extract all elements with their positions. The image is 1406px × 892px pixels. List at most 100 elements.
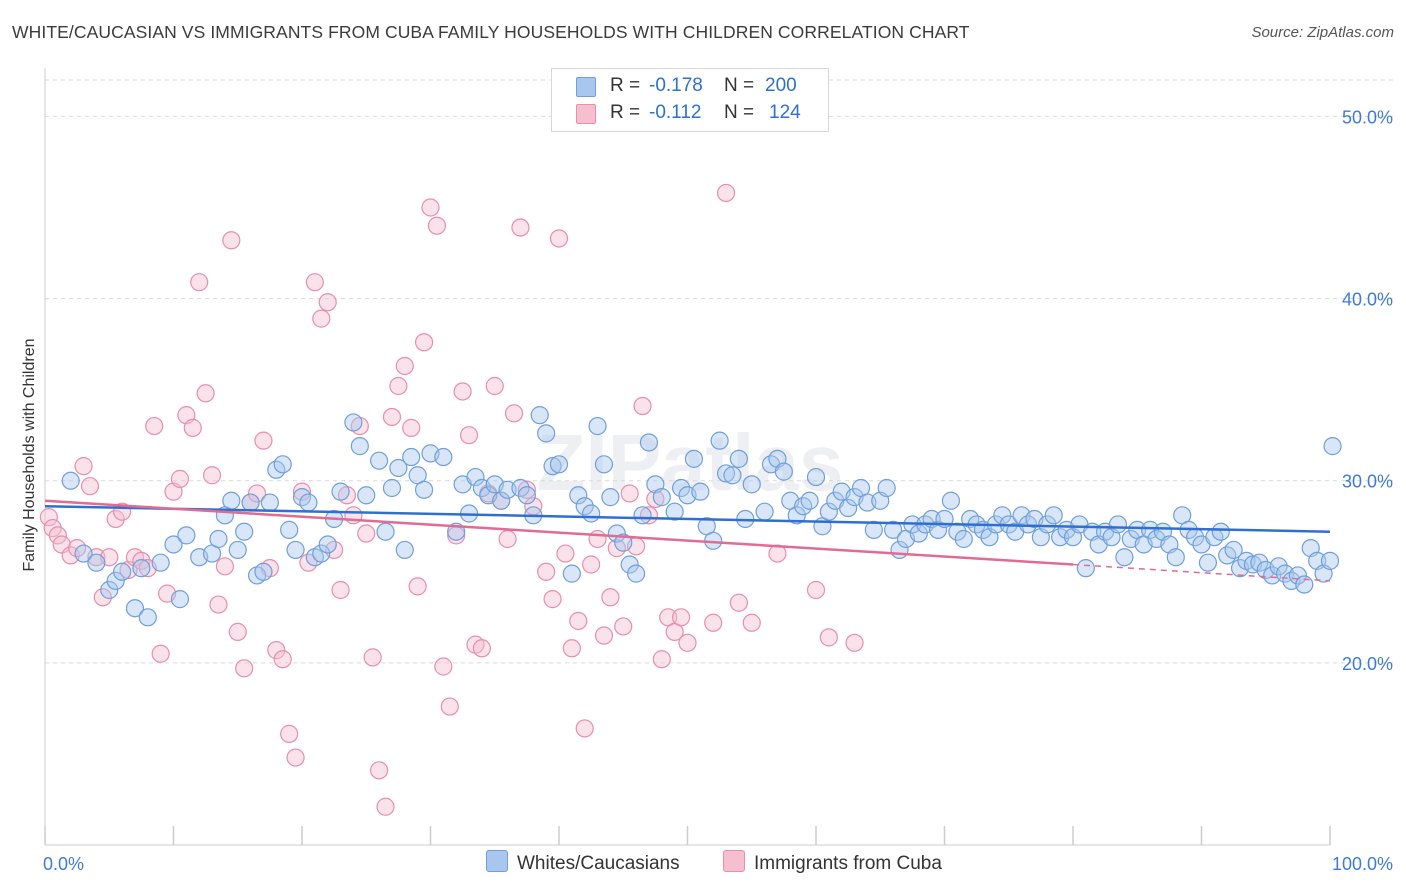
- whites-point: [588, 416, 607, 436]
- cuba-point: [267, 641, 286, 660]
- whites-point: [318, 535, 337, 554]
- whites-point: [729, 449, 749, 468]
- cuba-point: [504, 404, 524, 423]
- cuba-point: [633, 396, 652, 416]
- whites-point: [601, 488, 620, 507]
- y-tick-label: 30.0%: [1342, 472, 1393, 492]
- cuba-point: [588, 529, 607, 549]
- series-whites-caucasians: [61, 406, 1342, 627]
- y-tick-label: 20.0%: [1342, 654, 1393, 674]
- whites-point: [607, 524, 626, 543]
- cuba-point: [209, 595, 228, 614]
- whites-point: [177, 526, 196, 545]
- cuba-point: [183, 418, 202, 437]
- n-value: 124: [769, 102, 801, 123]
- legend-item-cuba[interactable]: Immigrants from Cuba: [723, 850, 942, 875]
- whites-point: [582, 504, 601, 523]
- cuba-point: [556, 544, 575, 563]
- cuba-point: [620, 484, 639, 503]
- whites-point: [312, 544, 331, 563]
- cuba-point: [312, 309, 331, 328]
- whites-point: [402, 447, 421, 467]
- cuba-point: [421, 198, 440, 217]
- whites-point: [125, 599, 145, 618]
- whites-point: [235, 522, 254, 541]
- whites-point: [575, 497, 594, 516]
- whites-point: [562, 564, 581, 583]
- cuba-point: [729, 593, 749, 612]
- whites-point: [350, 437, 369, 456]
- whites-point: [909, 524, 928, 543]
- whites-point: [1323, 437, 1342, 456]
- whites-point: [106, 571, 125, 590]
- cuba-point: [145, 416, 164, 436]
- axes: [44, 68, 1331, 846]
- whites-point: [273, 455, 292, 474]
- whites-point: [222, 491, 241, 510]
- cuba-point: [511, 218, 530, 237]
- whites-point: [395, 540, 414, 560]
- r-label: R =: [610, 102, 641, 123]
- cuba-point: [170, 469, 190, 488]
- r-value: -0.178: [649, 75, 703, 96]
- cuba-point: [646, 489, 665, 509]
- whites-point: [100, 580, 119, 600]
- whites-point: [466, 467, 485, 487]
- pink-swatch-icon: [723, 850, 745, 872]
- cuba-trend-line-extension: [1072, 563, 1331, 582]
- whites-point: [170, 590, 190, 609]
- whites-point: [1051, 528, 1070, 547]
- legend-item-whites[interactable]: Whites/Caucasians: [486, 850, 680, 875]
- whites-point: [241, 493, 260, 512]
- pink-swatch-icon: [576, 104, 596, 124]
- cuba-point: [247, 484, 267, 503]
- trend-lines: [44, 499, 1331, 582]
- cuba-point: [376, 797, 395, 816]
- whites-point: [620, 555, 639, 574]
- cuba-point: [806, 580, 826, 600]
- whites-point: [1115, 548, 1134, 567]
- whites-point: [626, 564, 646, 583]
- whites-point: [1198, 553, 1218, 572]
- whites-point: [543, 457, 562, 476]
- cuba-point: [48, 526, 67, 545]
- whites-point: [389, 458, 408, 478]
- legend-label: Whites/Caucasians: [517, 853, 680, 874]
- cuba-point: [440, 697, 459, 716]
- whites-point: [993, 506, 1012, 525]
- cuba-point: [582, 555, 601, 574]
- whites-point: [864, 520, 883, 539]
- whites-point: [716, 464, 736, 483]
- whites-point: [1044, 506, 1063, 525]
- cuba-point: [845, 633, 864, 652]
- whites-point: [1166, 548, 1185, 567]
- cuba-point: [434, 657, 453, 676]
- whites-point: [286, 540, 305, 560]
- cuba-point: [286, 748, 305, 767]
- whites-point: [774, 462, 793, 481]
- correlation-legend: R = -0.178 N = 200 R = -0.112 N = 124: [551, 68, 829, 132]
- whites-point: [112, 562, 132, 581]
- whites-point: [819, 502, 838, 521]
- cuba-point: [202, 466, 222, 485]
- r-value: -0.112: [649, 102, 702, 123]
- whites-point: [877, 478, 896, 498]
- cuba-point: [575, 719, 594, 738]
- cuba-point: [498, 529, 517, 549]
- whites-point: [1076, 559, 1095, 578]
- whites-point: [569, 486, 588, 505]
- cuba-point: [190, 273, 209, 292]
- whites-point: [806, 467, 826, 487]
- cuba-point: [671, 608, 691, 627]
- cuba-point: [678, 633, 697, 652]
- whites-point: [209, 529, 228, 549]
- whites-point: [928, 520, 948, 539]
- whites-point: [954, 529, 973, 549]
- cuba-point: [357, 524, 376, 543]
- blue-swatch-icon: [576, 77, 596, 97]
- whites-point: [710, 431, 729, 450]
- cuba-point: [395, 356, 414, 376]
- cuba-point: [408, 577, 427, 596]
- whites-point: [723, 466, 742, 485]
- whites-point: [652, 488, 671, 507]
